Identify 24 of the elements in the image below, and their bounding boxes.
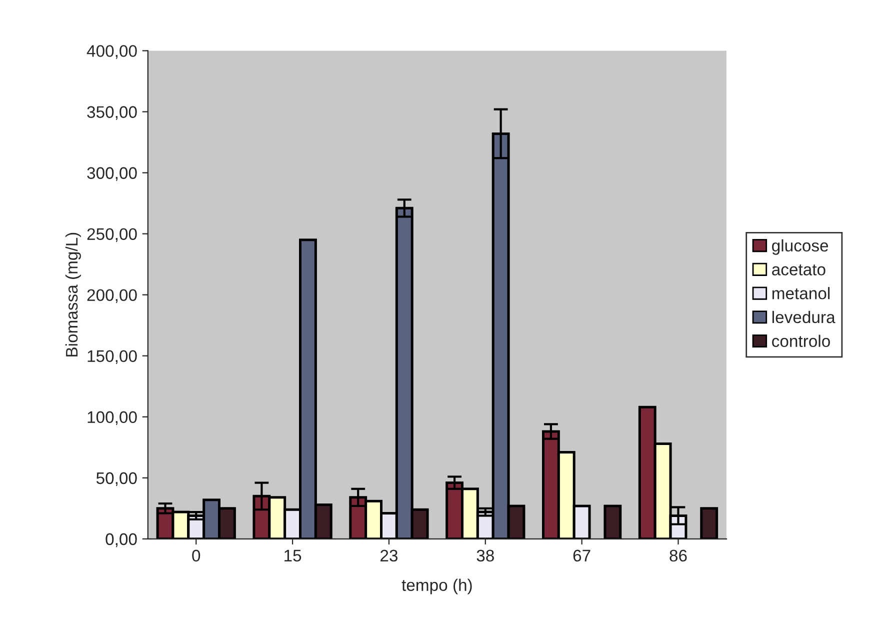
- y-axis-title: Biomassa (mg/L): [65, 232, 81, 356]
- y-tick-label: 400,00: [86, 45, 137, 59]
- x-axis-title: tempo (h): [402, 578, 472, 594]
- legend-label: levedura: [772, 310, 836, 324]
- legend-label: metanol: [772, 287, 830, 300]
- y-tick-label: 200,00: [87, 289, 137, 303]
- y-tick-label: 350,00: [87, 106, 137, 120]
- y-tick-label: 250,00: [87, 228, 137, 242]
- x-tick-label: 15: [284, 550, 302, 562]
- y-tick-label: 300,00: [87, 167, 137, 181]
- y-tick-label: 150,00: [88, 350, 137, 364]
- x-tick-label: 0: [192, 550, 200, 562]
- x-tick-label: 38: [476, 550, 494, 562]
- legend-label: controlo: [772, 334, 830, 348]
- x-tick-label: 67: [573, 550, 590, 562]
- x-tick-label: 86: [670, 550, 687, 562]
- legend-label: glucose: [772, 239, 828, 255]
- y-tick-label: 100,00: [88, 411, 137, 426]
- bar: [700, 507, 718, 539]
- legend-label: acetato: [772, 264, 826, 276]
- y-tick-label: 0,00: [106, 533, 137, 548]
- bar: [604, 504, 622, 539]
- y-tick-label: 50,00: [96, 472, 137, 486]
- x-tick-label: 23: [380, 550, 398, 562]
